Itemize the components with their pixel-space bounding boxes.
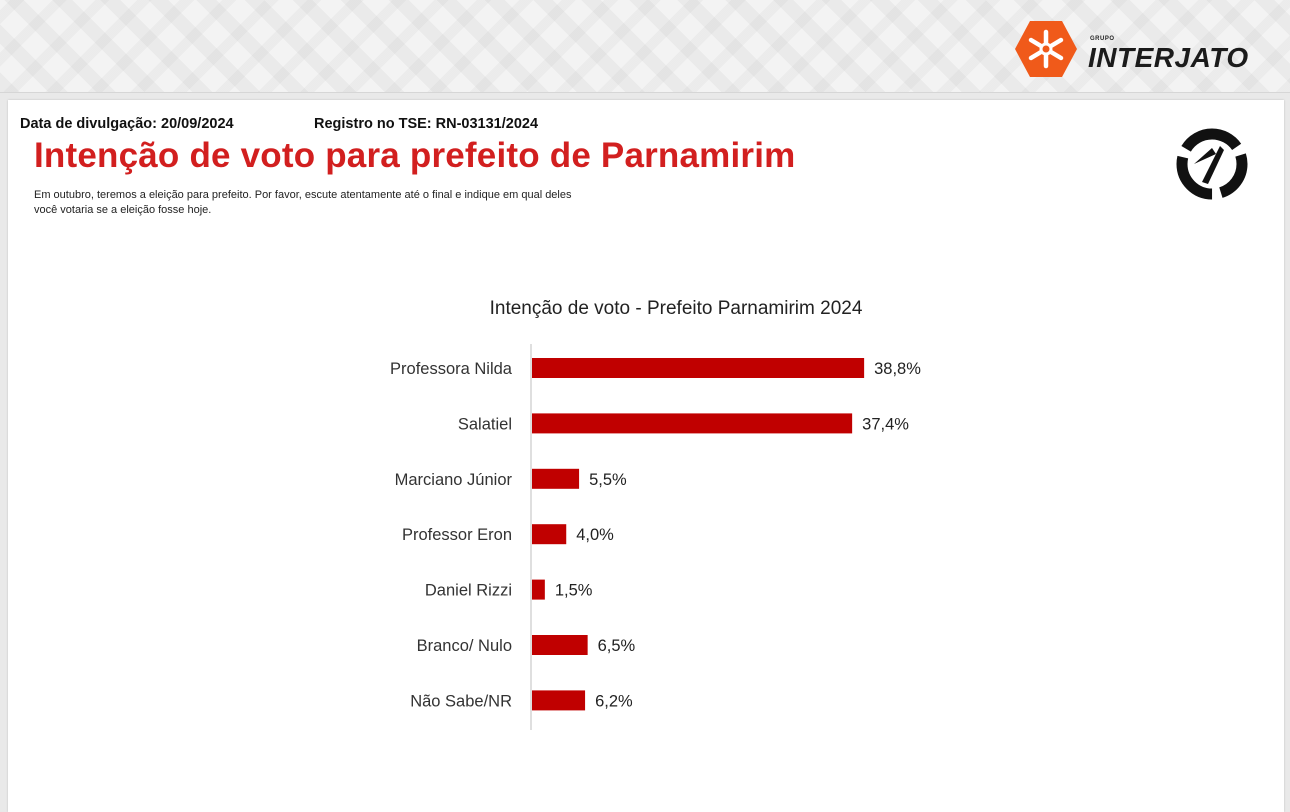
bar bbox=[532, 635, 588, 655]
release-date: Data de divulgação: 20/09/2024 bbox=[20, 116, 234, 132]
category-label: Daniel Rizzi bbox=[425, 582, 512, 600]
data-label: 6,5% bbox=[598, 637, 636, 655]
data-label: 5,5% bbox=[589, 471, 627, 489]
category-label: Professor Eron bbox=[402, 526, 512, 544]
chart-title: Intenção de voto - Prefeito Parnamirim 2… bbox=[490, 298, 863, 319]
data-label: 38,8% bbox=[874, 360, 921, 378]
brand-name: INTERJATO bbox=[1088, 42, 1249, 73]
interjato-logo[interactable]: GRUPO INTERJATO bbox=[1014, 20, 1264, 80]
header-banner: GRUPO INTERJATO bbox=[0, 0, 1290, 93]
bar bbox=[532, 690, 586, 711]
bar bbox=[532, 468, 580, 489]
category-label: Branco/ Nulo bbox=[417, 637, 512, 655]
bar bbox=[532, 358, 865, 378]
data-label: 1,5% bbox=[555, 582, 593, 600]
bar bbox=[532, 579, 545, 600]
category-label: Marciano Júnior bbox=[395, 471, 513, 489]
data-label: 6,2% bbox=[595, 692, 633, 710]
pollster-logo-icon bbox=[1176, 128, 1248, 200]
category-label: Professora Nilda bbox=[390, 360, 513, 378]
bar bbox=[532, 524, 567, 545]
question-text: Em outubro, teremos a eleição para prefe… bbox=[34, 189, 572, 216]
interjato-logo-icon bbox=[1015, 21, 1077, 77]
bar bbox=[532, 413, 853, 434]
category-label: Não Sabe/NR bbox=[410, 692, 512, 710]
page-title: Intenção de voto para prefeito de Parnam… bbox=[34, 136, 796, 175]
tse-registration: Registro no TSE: RN-03131/2024 bbox=[314, 116, 539, 132]
category-label: Salatiel bbox=[458, 415, 512, 433]
report-panel: Data de divulgação: 20/09/2024 Registro … bbox=[8, 100, 1284, 812]
data-label: 37,4% bbox=[862, 415, 909, 433]
brand-small-label: GRUPO bbox=[1090, 36, 1115, 42]
vote-intention-chart: Intenção de voto - Prefeito Parnamirim 2… bbox=[390, 298, 921, 730]
data-label: 4,0% bbox=[576, 526, 614, 544]
